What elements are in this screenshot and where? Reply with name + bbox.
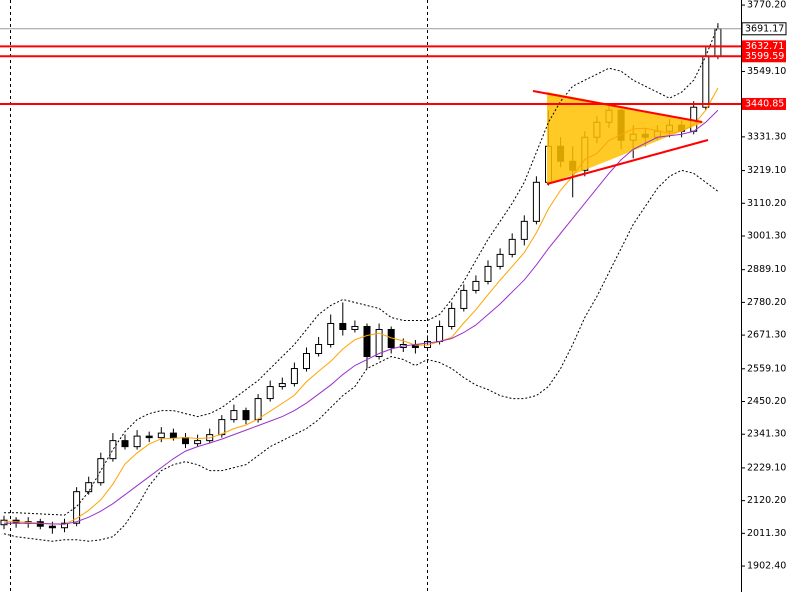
candle-body [109, 440, 117, 460]
indicator-line [4, 87, 719, 525]
candle-body [508, 238, 516, 255]
trend-line [532, 90, 703, 123]
candle-body [339, 322, 347, 330]
y-tick-label: 3001.30 [747, 230, 786, 241]
level-tag [742, 40, 786, 53]
y-tick-label: 2229.10 [747, 462, 786, 473]
candle-body [48, 525, 56, 529]
y-tick-label: 2780.20 [747, 297, 786, 308]
indicator-line [3, 169, 719, 542]
y-tick-label: 3110.20 [747, 198, 786, 209]
y-tick-label: 3770.20 [747, 0, 786, 11]
plot-area [0, 23, 741, 534]
candle-body [242, 410, 250, 421]
candle-body [315, 344, 323, 355]
candle-body [351, 325, 359, 330]
candle-body [169, 432, 177, 439]
trend-line [546, 139, 709, 185]
indicator-line [4, 109, 719, 525]
candle-body [230, 410, 238, 421]
candle-body [145, 435, 153, 439]
y-tick-label: 2450.20 [747, 396, 786, 407]
candle-body [303, 353, 310, 370]
y-tick-label: 3331.30 [747, 131, 786, 142]
candle-body [327, 322, 335, 346]
indicator-line [4, 25, 719, 516]
candle-body [436, 325, 444, 343]
candle-body [121, 440, 129, 448]
candle-body [532, 181, 540, 222]
candle-body [182, 437, 189, 445]
candle-body [218, 419, 226, 436]
candle-body [472, 280, 480, 291]
candle-body [266, 386, 274, 400]
y-tick-label: 3549.10 [747, 66, 786, 77]
y-tick-label: 2889.10 [747, 264, 786, 275]
candle-body [157, 432, 165, 439]
candle-body [85, 482, 93, 493]
y-tick-label: 2120.20 [747, 495, 786, 506]
y-tick-label: 2559.10 [747, 363, 786, 374]
candle-body [0, 519, 8, 526]
candle-body [133, 435, 141, 448]
pennant-pattern [547, 92, 705, 185]
candle-body [194, 440, 202, 445]
candle-body [496, 253, 504, 267]
candle-body [290, 368, 298, 385]
candle-body [73, 491, 81, 524]
y-tick-label: 2341.30 [747, 429, 786, 440]
y-tick-label: 1902.40 [747, 561, 786, 572]
level-tag-label: 3599.59 [745, 51, 784, 62]
candle-body [714, 28, 722, 57]
overlay [0, 25, 741, 542]
level-tag-label: 3632.71 [745, 41, 784, 52]
price-tag [741, 22, 787, 36]
candle-body [254, 398, 262, 421]
y-tick-label: 2671.30 [747, 330, 786, 341]
candle-body [278, 383, 286, 388]
candle-body [484, 265, 492, 282]
level-tag-label: 3440.85 [745, 98, 784, 109]
y-tick-label: 2011.30 [747, 528, 786, 539]
candle-body [460, 289, 468, 309]
candle-body [702, 55, 710, 108]
level-tag [742, 97, 786, 110]
candle-body [61, 522, 68, 529]
candle-body [448, 307, 456, 327]
y-tick-label: 3219.10 [747, 165, 786, 176]
candle-body [363, 325, 371, 358]
candle-body [520, 220, 528, 240]
candle-body [375, 328, 383, 358]
candle-body [97, 458, 105, 484]
level-tag [742, 50, 786, 63]
price-tag-label: 3691.17 [745, 23, 784, 34]
